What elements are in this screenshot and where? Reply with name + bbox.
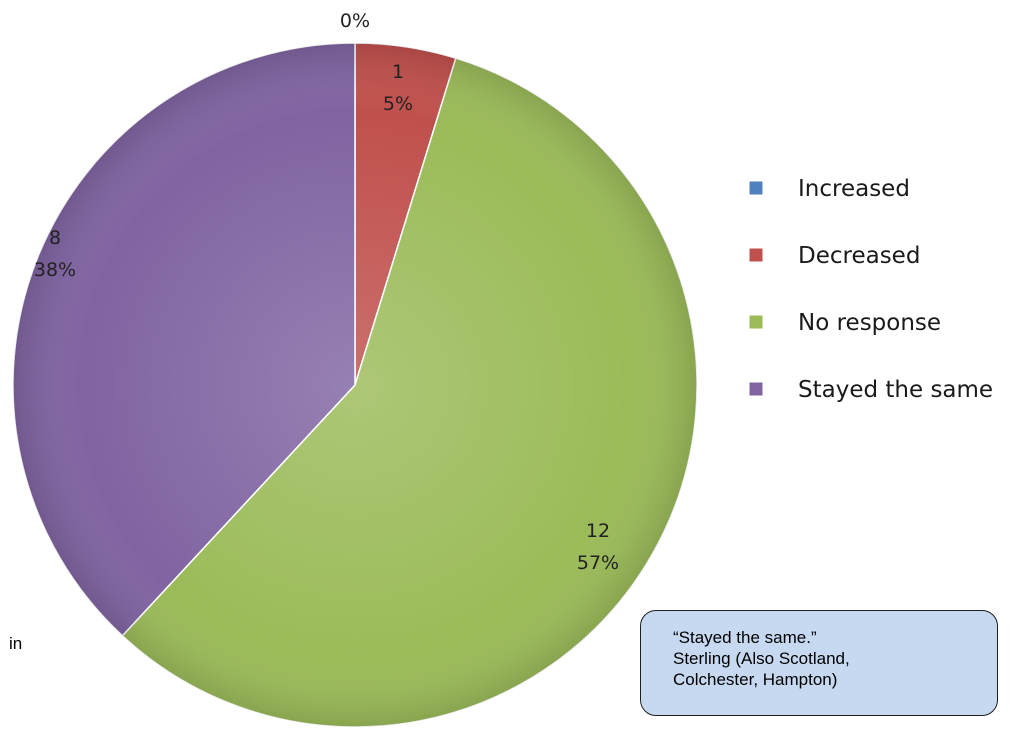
stray-text: in bbox=[9, 634, 23, 653]
legend-swatch-stayed-the-same bbox=[748, 381, 764, 397]
legend-label-stayed-the-same: Stayed the same bbox=[798, 377, 993, 403]
pie-slices bbox=[12, 42, 698, 728]
data-label-decreased-value: 1 bbox=[392, 61, 404, 83]
data-label-increased-percent: 0% bbox=[340, 10, 370, 32]
callout-line-3: Colchester, Hampton) bbox=[673, 670, 838, 689]
pie-data-labels: 0% 1 5% 12 57% 8 38% bbox=[34, 10, 619, 574]
legend-swatch-no-response bbox=[748, 314, 764, 330]
data-label-stayed-the-same-percent: 38% bbox=[34, 259, 76, 281]
legend: Increased Decreased No response Stayed the … bbox=[748, 176, 993, 403]
quote-callout: “Stayed the same.” Sterling (Also Scotla… bbox=[640, 610, 998, 716]
legend-label-decreased: Decreased bbox=[798, 243, 920, 269]
legend-label-no-response: No response bbox=[798, 310, 941, 336]
legend-label-increased: Increased bbox=[798, 176, 910, 202]
data-label-no-response-value: 12 bbox=[586, 520, 610, 542]
callout-line-2: Sterling (Also Scotland, bbox=[673, 649, 850, 668]
callout-line-1: “Stayed the same.” bbox=[673, 628, 817, 647]
data-label-stayed-the-same-value: 8 bbox=[49, 227, 61, 249]
legend-swatch-decreased bbox=[748, 247, 764, 263]
data-label-decreased-percent: 5% bbox=[383, 93, 413, 115]
data-label-no-response-percent: 57% bbox=[577, 552, 619, 574]
legend-swatch-increased bbox=[748, 180, 764, 196]
